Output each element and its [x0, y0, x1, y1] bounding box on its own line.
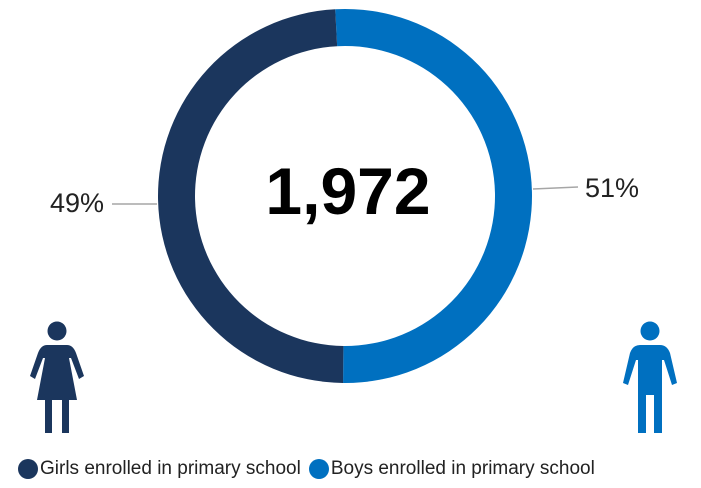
slice-boys: [335, 9, 532, 384]
legend-item-girls: Girls enrolled in primary school: [18, 458, 301, 480]
total-label: 1,972: [265, 154, 430, 228]
legend-label-boys: Boys enrolled in primary school: [330, 458, 595, 479]
girl-icon: [30, 321, 84, 433]
girls-percent-label: 49%: [50, 188, 104, 218]
legend-item-boys: Boys enrolled in primary school: [308, 458, 595, 480]
leader-line-boys: [532, 186, 579, 190]
legend: Girls enrolled in primary school Boys en…: [18, 458, 603, 480]
legend-swatch-boys: [308, 459, 329, 479]
legend-swatch-girls: [18, 459, 38, 479]
leader-lines: [112, 186, 579, 205]
boys-percent-label: 51%: [585, 173, 639, 203]
donut-slices: [157, 9, 532, 384]
legend-label-girls: Girls enrolled in primary school: [40, 458, 301, 479]
boy-icon: [623, 321, 677, 433]
slice-girls: [157, 9, 344, 383]
